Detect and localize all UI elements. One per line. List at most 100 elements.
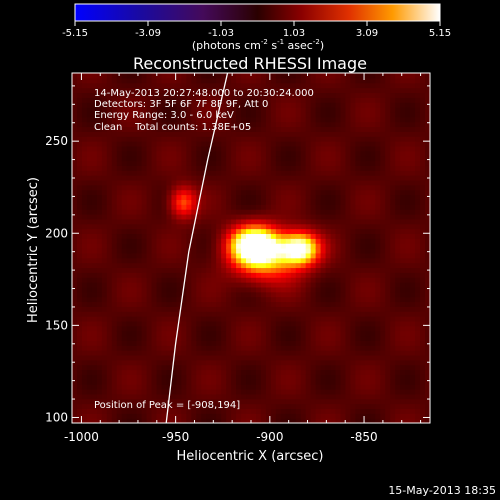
heatmap-cell <box>390 145 396 152</box>
heatmap-cell <box>76 374 83 380</box>
heatmap-cell <box>196 111 202 118</box>
heatmap-cell <box>126 345 133 351</box>
heatmap-cell <box>410 121 416 128</box>
heatmap-cell <box>246 179 252 186</box>
heatmap-cell <box>116 218 123 225</box>
heatmap-cell <box>196 267 202 273</box>
heatmap-cell <box>295 141 302 147</box>
heatmap-cell <box>345 286 352 293</box>
heatmap-cell <box>181 223 187 230</box>
heatmap-cell <box>206 107 212 113</box>
heatmap-cell <box>101 87 108 94</box>
heatmap-cell <box>385 345 391 351</box>
heatmap-cell <box>325 170 332 176</box>
heatmap-cell <box>111 175 118 181</box>
heatmap-cell <box>270 248 277 254</box>
heatmap-cell <box>96 160 103 166</box>
heatmap-cell <box>166 359 173 366</box>
heatmap-cell <box>285 213 292 220</box>
heatmap-cell <box>146 238 153 244</box>
heatmap-cell <box>300 199 307 205</box>
heatmap-cell <box>315 418 322 423</box>
heatmap-cell <box>231 111 237 118</box>
heatmap-cell <box>290 194 297 200</box>
heatmap-cell <box>161 286 168 293</box>
heatmap-cell <box>221 262 227 269</box>
heatmap-cell <box>390 413 396 419</box>
heatmap-cell <box>226 262 232 269</box>
heatmap-cell <box>246 170 252 176</box>
heatmap-cell <box>255 301 262 307</box>
heatmap-cell <box>226 199 232 205</box>
heatmap-cell <box>216 136 222 142</box>
heatmap-cell <box>400 398 406 405</box>
heatmap-cell <box>116 296 123 303</box>
heatmap-cell <box>246 136 252 142</box>
heatmap-cell <box>146 316 153 322</box>
heatmap-cell <box>171 155 178 162</box>
heatmap-cell <box>300 296 307 303</box>
heatmap-cell <box>350 374 357 380</box>
heatmap-cell <box>226 257 232 264</box>
heatmap-cell <box>96 408 103 414</box>
heatmap-cell <box>171 102 178 108</box>
heatmap-cell <box>201 335 207 341</box>
heatmap-cell <box>181 165 187 171</box>
heatmap-cell <box>246 199 252 205</box>
heatmap-cell <box>146 170 153 176</box>
heatmap-cell <box>370 335 376 341</box>
heatmap-cell <box>206 126 212 132</box>
heatmap-cell <box>126 97 133 103</box>
heatmap-cell <box>350 286 357 293</box>
heatmap-cell <box>216 320 222 327</box>
heatmap-cell <box>101 350 108 356</box>
heatmap-cell <box>300 325 307 332</box>
heatmap-cell <box>166 233 173 239</box>
heatmap-cell <box>285 238 292 244</box>
heatmap-cell <box>385 189 391 196</box>
heatmap-cell <box>315 116 322 123</box>
heatmap-cell <box>106 199 113 205</box>
heatmap-cell <box>275 209 282 215</box>
heatmap-cell <box>81 272 88 278</box>
heatmap-cell <box>395 306 401 312</box>
heatmap-cell <box>390 379 396 385</box>
heatmap-cell <box>355 413 361 419</box>
heatmap-cell <box>295 87 302 94</box>
heatmap-cell <box>260 107 267 113</box>
heatmap-cell <box>111 155 118 162</box>
heatmap-cell <box>330 398 337 405</box>
heatmap-cell <box>270 379 277 385</box>
heatmap-cell <box>335 359 342 366</box>
heatmap-cell <box>176 194 182 200</box>
heatmap-cell <box>236 175 242 181</box>
heatmap-cell <box>241 194 247 200</box>
heatmap-cell <box>265 267 272 273</box>
heatmap-cell <box>390 223 396 230</box>
heatmap-cell <box>380 354 386 361</box>
heatmap-cell <box>186 175 192 181</box>
heatmap-cell <box>186 102 192 108</box>
heatmap-cell <box>76 354 83 361</box>
heatmap-cell <box>275 340 282 346</box>
heatmap-cell <box>325 252 332 259</box>
heatmap-cell <box>161 248 168 254</box>
heatmap-cell <box>96 374 103 380</box>
heatmap-cell <box>146 82 153 89</box>
heatmap-cell <box>241 301 247 307</box>
heatmap-cell <box>270 228 277 235</box>
heatmap-cell <box>201 150 207 157</box>
heatmap-cell <box>151 398 158 405</box>
heatmap-cell <box>375 111 381 118</box>
heatmap-cell <box>156 126 163 132</box>
heatmap-cell <box>365 204 371 210</box>
heatmap-cell <box>260 311 267 317</box>
heatmap-cell <box>300 359 307 366</box>
heatmap-cell <box>305 155 312 162</box>
heatmap-cell <box>400 408 406 414</box>
heatmap-cell <box>246 184 252 191</box>
heatmap-cell <box>285 97 292 103</box>
heatmap-cell <box>350 301 357 307</box>
heatmap-cell <box>216 92 222 98</box>
heatmap-cell <box>345 223 352 230</box>
